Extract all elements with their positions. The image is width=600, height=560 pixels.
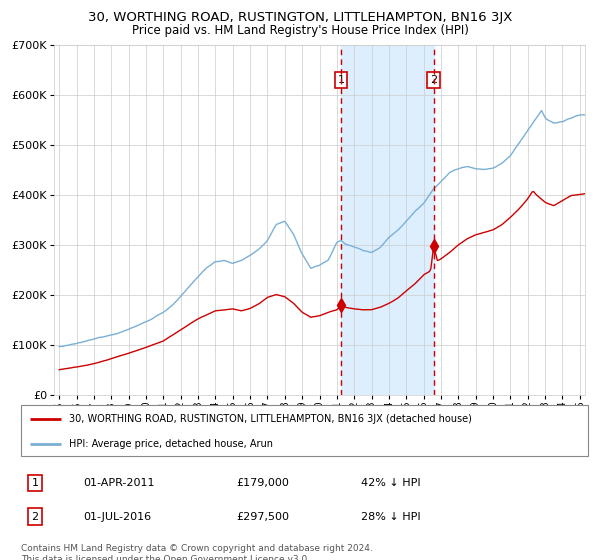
- Text: 1: 1: [338, 75, 344, 85]
- FancyBboxPatch shape: [21, 405, 588, 456]
- Bar: [341, 45, 434, 395]
- Text: Price paid vs. HM Land Registry's House Price Index (HPI): Price paid vs. HM Land Registry's House …: [131, 24, 469, 36]
- Text: £179,000: £179,000: [236, 478, 289, 488]
- Text: 30, WORTHING ROAD, RUSTINGTON, LITTLEHAMPTON, BN16 3JX: 30, WORTHING ROAD, RUSTINGTON, LITTLEHAM…: [88, 11, 512, 24]
- Text: £297,500: £297,500: [236, 512, 289, 521]
- Text: Contains HM Land Registry data © Crown copyright and database right 2024.
This d: Contains HM Land Registry data © Crown c…: [21, 544, 373, 560]
- Text: 42% ↓ HPI: 42% ↓ HPI: [361, 478, 421, 488]
- Text: 30, WORTHING ROAD, RUSTINGTON, LITTLEHAMPTON, BN16 3JX (detached house): 30, WORTHING ROAD, RUSTINGTON, LITTLEHAM…: [69, 414, 472, 424]
- Text: 1: 1: [32, 478, 38, 488]
- Text: 01-JUL-2016: 01-JUL-2016: [83, 512, 151, 521]
- Text: 2: 2: [32, 512, 39, 521]
- Text: 28% ↓ HPI: 28% ↓ HPI: [361, 512, 421, 521]
- Text: 2: 2: [430, 75, 437, 85]
- Text: HPI: Average price, detached house, Arun: HPI: Average price, detached house, Arun: [69, 438, 273, 449]
- Text: 01-APR-2011: 01-APR-2011: [83, 478, 155, 488]
